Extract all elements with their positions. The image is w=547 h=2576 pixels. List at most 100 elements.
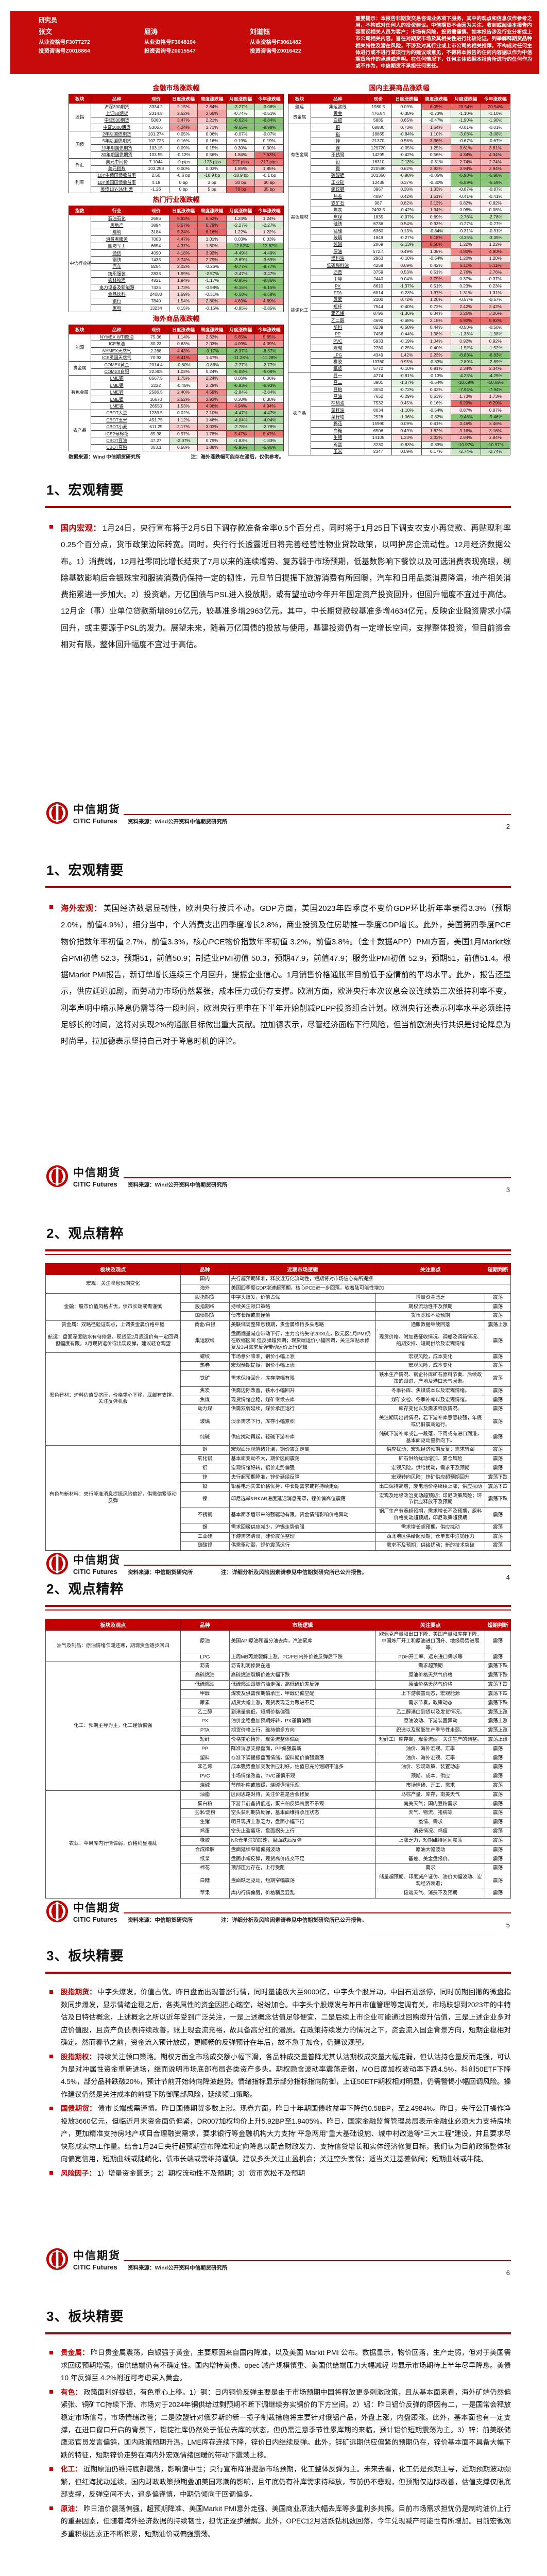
variety: 股指期货 (180, 1293, 230, 1303)
value-cell: -0.54% (421, 379, 452, 387)
short-term-view: 震荡 (485, 1414, 511, 1430)
short-term-view: 震荡下跌 (485, 1472, 511, 1483)
instrument-name: PVC (311, 337, 365, 345)
table-row: 乙二醇 4690 -0.68% 2.18% 5.92% 5.92% (288, 317, 511, 325)
value-cell: -5.08% (254, 368, 284, 376)
short-term-view: 震荡下跌 (485, 1680, 511, 1690)
value-cell: -1.10% (451, 110, 481, 117)
value-cell: 1835 (364, 213, 392, 221)
value-cell: 0.56% (197, 151, 227, 159)
value-cell: 611.25 (142, 423, 169, 431)
variety: 苯乙烯 (180, 1762, 230, 1773)
value-cell: 4.43% (168, 347, 198, 355)
table-row: CBOT豆油 47.27 -2.07% 0.79% -1.83% -1.83% (69, 437, 284, 445)
variety: 高硫燃油 (180, 1671, 230, 1681)
focus-points: 极端天气、消费不及预期 (375, 1888, 486, 1899)
bullet-item: 风险因子： 1）增量资金匮乏；2）期权流动性不及预期；3）货币宽松不及预期 (45, 2167, 511, 2180)
bullet-text: 债市长端或需谨慎。昨日国债期货多数上涨。现券方面，昨日十年期国债收益率下降约0.… (61, 2105, 511, 2163)
bullet-label: 股指期货： (61, 1988, 96, 1996)
value-cell: 3901 (364, 379, 392, 387)
value-cell: 0.30% (254, 396, 284, 403)
value-cell: -9.65% (226, 124, 255, 131)
table-row: 有色与新材料：央行降准消息提振风险偏好，供需偏紧驱动反弹铜 宏观面乐观情绪升温，… (45, 1445, 511, 1551)
instrument-name: CBOT玉米 (90, 416, 143, 424)
value-cell: -0.23% (391, 289, 422, 297)
table-row: LME铝 2222 -0.45% 2.28% -6.93% -6.93% (69, 382, 284, 389)
value-cell: -8.77% (254, 263, 284, 271)
value-cell: 2.84% (480, 434, 511, 442)
variety: 螺纹 (180, 1352, 230, 1362)
value-cell: 0.95% (391, 358, 422, 366)
instrument-name: 房地产 (90, 222, 143, 229)
value-cell: -0.73% (421, 110, 452, 117)
researcher-adv: 投资咨询号Z0015547 (144, 47, 196, 54)
table-row: 高硫燃油 高硫燃油裂解价差大幅下跌 原油价格天然气价格 震荡下跌 (46, 1671, 511, 1681)
value-cell: 0.82% (391, 199, 422, 207)
table-row: 豆粕 3050 -0.72% 0.43% -7.94% -7.94% (288, 386, 511, 394)
market-logic: 库内行情偏弱，价格稍显混乱 (229, 1888, 377, 1899)
focus-points: 上下游装置动态，宏观能源 (375, 1689, 486, 1699)
value-cell: 5933 (364, 337, 392, 345)
value-cell: -1.26 (142, 185, 169, 194)
value-cell: -1.37% (391, 379, 422, 387)
focus-points: 预期、成本、供应 (375, 1772, 486, 1782)
instrument-name: 白糖 (311, 427, 365, 435)
focus-points: 期权流动性不及预期 (375, 1302, 486, 1312)
value-cell: 2.23% (421, 351, 452, 359)
focus-points: 煤矿安检、冬季补库以及宏观情绪。 (375, 1395, 486, 1405)
value-cell: -2.27% (226, 222, 255, 229)
value-cell: 1.14% (168, 333, 198, 341)
value-cell: 1.64% (421, 124, 452, 131)
value-cell: 0.53% (391, 268, 422, 276)
table-header-row: 板块 品种 现价 日度涨跌幅 周度涨跌幅 月度涨跌幅 今年涨跌幅 (287, 94, 511, 104)
value-cell: 2.76% (480, 268, 511, 276)
table-row: 鸡蛋 空头止盈离场，盘面拐头上行 消费情况、鸡瘟 震荡 (46, 1827, 511, 1837)
value-cell: 0.45% (391, 399, 422, 408)
value-cell: 0.87% (451, 406, 481, 414)
value-cell: 217 pips (226, 158, 255, 166)
section-label: 黑色建材 (287, 185, 312, 249)
value-cell: 0.06% (226, 375, 255, 383)
value-cell: 1.22% (480, 241, 511, 249)
right-table-column: 国内主要商品涨跌幅 板块 品种 现价 日度涨跌幅 周度涨跌幅 月度涨跌幅 今年涨跌幅 航运 集运… (287, 81, 511, 460)
short-term-view: 震荡上涨 (485, 1707, 511, 1718)
short-term-view: 震荡 (485, 1395, 511, 1405)
focus-points: 油价、海外宏观、汇率 (375, 1753, 486, 1764)
table-row: 农林牧渔 4821 1.94% -1.17% -8.86% -8.86% (69, 277, 284, 284)
variety: 动力煤 (180, 1404, 230, 1415)
value-cell: 4258 (364, 261, 392, 269)
market-logic: 供需驱动弱，锂价震荡运行 (229, 1541, 377, 1551)
value-cell: 0.04% (391, 275, 422, 283)
value-cell: 6736 (364, 220, 392, 228)
researcher-label: 研究员 (39, 16, 58, 24)
value-cell: 2.84% (451, 434, 481, 442)
value-cell: 2014.4 (142, 361, 169, 369)
value-cell: -0.31% (421, 158, 452, 166)
market-logic: 空头止盈离场，盘面拐头上行 (229, 1827, 377, 1837)
short-term-view: 震荡 (485, 1370, 511, 1387)
market-logic: 宏观情绪好转，铝价走势偏强 (229, 1464, 377, 1473)
focus-points: 南美天气；国内豆粕需求 (375, 1799, 486, 1809)
section-heading-sectors: 3、板块精要 (45, 1943, 511, 1974)
table-row: PTA 期货价格上行，维持偏多方向 织造以及聚酯生产季节性走弱。 震荡上涨 (46, 1726, 511, 1736)
value-cell: -0.01% (480, 124, 511, 131)
value-cell: 30 bp (226, 179, 255, 187)
value-cell: 3.03% (421, 434, 452, 442)
value-cell: 7652 (364, 393, 392, 400)
value-cell: 2440 (364, 275, 392, 283)
value-cell: 217 pips (254, 158, 284, 166)
bullet-item: 国内宏观： 1月24日，央行宣布将于2月5日下调存款准备金率0.5个百分点，同时将… (45, 520, 511, 653)
table-row: 农产品 CBOT大豆 1239.5 0.02% 2.10% -4.47% -4.47% (69, 409, 284, 452)
value-cell: 8254 (142, 263, 169, 271)
value-cell: -18.9 bp (226, 172, 255, 180)
researchers-block: 研究员 张文 从业资格号F3077272 投资咨询号Z0018864 屈涛 从业… (10, 15, 355, 70)
table-header-row: 指数 行业 现价 日度涨跌幅 周度涨跌幅 月度涨跌幅 今年涨跌幅 (69, 206, 284, 216)
short-term-view: 震荡下跌 (485, 1689, 511, 1699)
short-term-view: 震荡 (485, 1854, 511, 1865)
market-logic: 印尼选举&RKAB进度延迟消息笼罩，镍价偏高位震荡 (229, 1491, 377, 1508)
variety: 棉花 (180, 1863, 230, 1874)
column-header: 品种 (90, 94, 143, 104)
focus-points: 疫情、需求 (375, 1818, 486, 1828)
focus-points: 矿石供给扰动增加、累仓风险 (375, 1454, 486, 1465)
value-cell: -0.30% (421, 179, 452, 187)
